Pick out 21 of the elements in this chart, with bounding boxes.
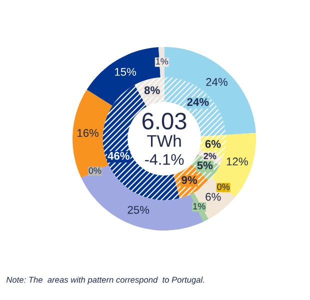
- data-label: 5%: [197, 161, 213, 170]
- data-label: 24%: [206, 78, 228, 86]
- text: Note: The areas with pattern correspond to Portugal.: [6, 276, 204, 284]
- data-label: 46%: [108, 152, 130, 160]
- data-label: 1%: [193, 203, 206, 210]
- data-label: 24%: [187, 98, 209, 106]
- data-label: 25%: [128, 206, 150, 214]
- text: 0%: [217, 184, 230, 190]
- data-label: 16%: [78, 129, 99, 137]
- text: 6.03: [142, 112, 186, 130]
- data-label: 6%: [206, 192, 221, 201]
- text: 0%: [88, 167, 102, 174]
- text: -4.1%: [145, 154, 184, 165]
- data-label: 12%: [226, 158, 248, 166]
- data-label: 1%: [156, 58, 168, 65]
- data-label: 9%: [182, 176, 198, 184]
- text: TWh: [147, 134, 181, 147]
- data-label: 2%: [204, 152, 216, 160]
- data-label: 8%: [144, 86, 160, 94]
- data-label: 15%: [115, 68, 136, 76]
- data-label: 6%: [205, 140, 221, 148]
